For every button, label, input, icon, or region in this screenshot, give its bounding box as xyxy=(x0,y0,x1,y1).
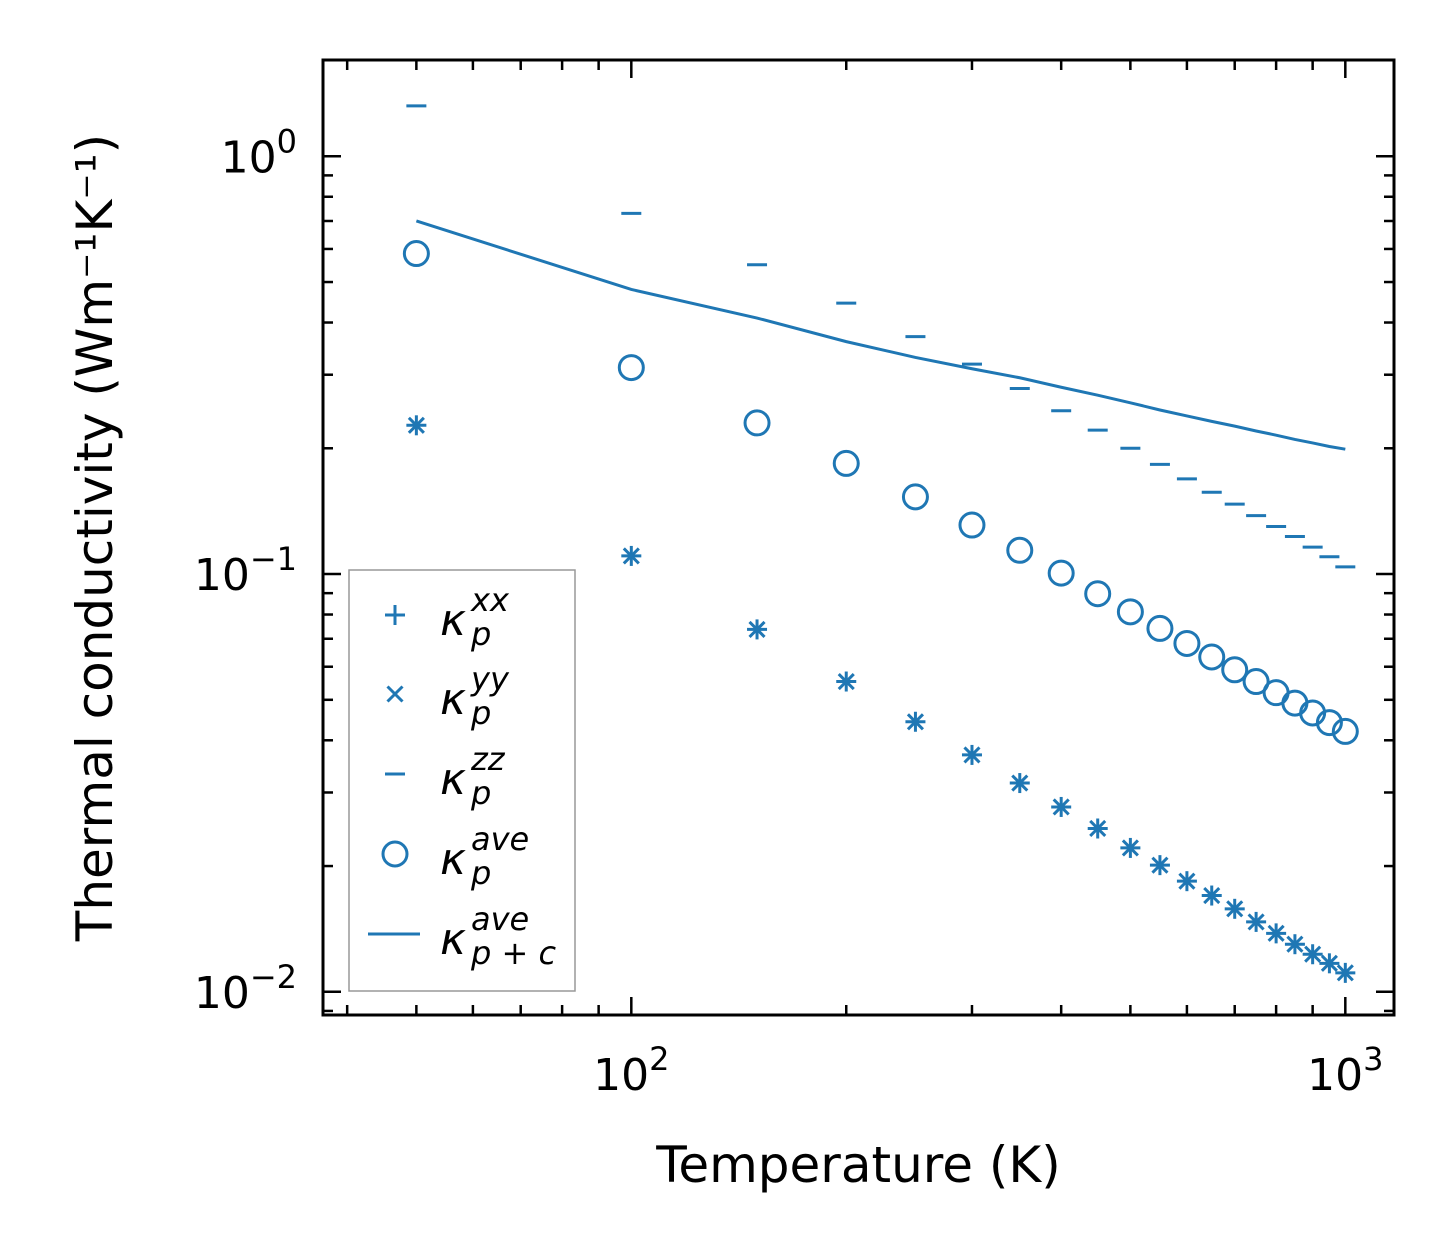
point-kyy xyxy=(1267,924,1285,942)
legend-superscript: ave xyxy=(471,820,529,858)
axis-ticks xyxy=(323,60,1394,1015)
tick-labels: 102 103 10−2 10−1 100 xyxy=(194,122,1384,1101)
point-kave xyxy=(1006,536,1034,564)
legend-entry-kyy: κ yyp xyxy=(386,660,510,732)
series-kave xyxy=(402,240,1359,745)
legend-entry-kzz: κ zzp xyxy=(385,740,506,812)
legend-subscript: p + c xyxy=(470,934,556,972)
point-kave xyxy=(617,354,645,382)
point-kave xyxy=(1198,643,1226,671)
point-kave xyxy=(1084,580,1112,608)
y-tick-label: 10−2 xyxy=(194,958,297,1019)
point-kyy xyxy=(748,620,766,638)
legend-symbol: κ xyxy=(440,834,466,885)
series-kave_pc xyxy=(415,219,1346,451)
series-kzz xyxy=(406,104,1356,569)
series-kyy xyxy=(407,416,1354,982)
point-kyy xyxy=(622,547,640,565)
legend-superscript: ave xyxy=(471,900,529,938)
legend-superscript: yy xyxy=(470,660,510,698)
point-kave xyxy=(901,483,929,511)
series-line-kave_pc xyxy=(415,219,1346,451)
plot-frame xyxy=(321,58,1396,1017)
point-kave xyxy=(1315,709,1343,737)
legend-subscript: p xyxy=(470,694,491,732)
point-kave xyxy=(1242,668,1270,696)
point-kave xyxy=(1047,559,1075,587)
point-kave xyxy=(1331,717,1359,745)
point-kyy xyxy=(1203,886,1221,905)
point-kyy xyxy=(1304,945,1322,963)
point-kave xyxy=(958,511,986,539)
legend-symbol: κ xyxy=(440,914,466,965)
legend-box xyxy=(348,569,576,992)
point-kave xyxy=(1146,614,1174,642)
point-kyy xyxy=(1336,964,1354,982)
point-kyy xyxy=(963,746,981,764)
point-kyy xyxy=(1089,819,1107,838)
data-marks xyxy=(402,104,1359,983)
legend-subscript: p xyxy=(470,615,491,653)
legend-entry-kxx: κ xxp xyxy=(385,581,510,653)
x-tick-label: 103 xyxy=(1307,1040,1383,1101)
point-kyy xyxy=(407,416,425,434)
point-kyy xyxy=(1286,935,1304,953)
point-kave xyxy=(1173,629,1201,657)
point-kyy xyxy=(1226,900,1244,918)
point-kyy xyxy=(1052,798,1070,816)
point-kyy xyxy=(1320,954,1338,972)
point-kave xyxy=(1281,689,1309,717)
point-kave xyxy=(832,449,860,477)
legend-subscript: p xyxy=(470,774,491,812)
x-tick-label: 102 xyxy=(593,1040,669,1101)
point-kyy xyxy=(1121,839,1139,857)
x-axis-label: Temperature (K) xyxy=(655,1136,1060,1194)
point-kave xyxy=(1116,598,1144,626)
point-kyy xyxy=(1247,913,1265,931)
legend-symbol: κ xyxy=(440,674,466,725)
point-kyy xyxy=(1011,774,1029,792)
legend-symbol: κ xyxy=(440,595,466,646)
point-kyy xyxy=(906,713,925,731)
point-kave xyxy=(743,409,771,437)
legend-marker-icon xyxy=(385,605,405,625)
y-axis-label: Thermal conductivity (Wm⁻¹K⁻¹) xyxy=(66,134,124,942)
point-kyy xyxy=(1151,856,1169,874)
point-kave xyxy=(402,240,430,268)
point-kyy xyxy=(837,672,855,691)
point-kyy xyxy=(1178,872,1196,890)
y-tick-label: 10−1 xyxy=(194,540,297,601)
legend-marker-icon xyxy=(386,685,404,703)
legend-superscript: zz xyxy=(470,740,506,778)
point-kave xyxy=(1221,656,1249,684)
y-tick-label: 100 xyxy=(221,122,297,183)
legend-symbol: κ xyxy=(440,754,466,805)
legend-superscript: xx xyxy=(470,581,510,619)
legend-subscript: p xyxy=(470,854,491,892)
legend-marker-icon xyxy=(381,840,409,868)
